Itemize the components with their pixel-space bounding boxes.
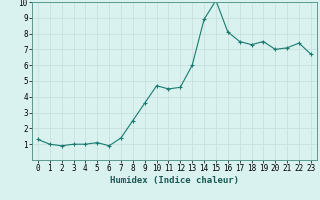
X-axis label: Humidex (Indice chaleur): Humidex (Indice chaleur) bbox=[110, 176, 239, 185]
